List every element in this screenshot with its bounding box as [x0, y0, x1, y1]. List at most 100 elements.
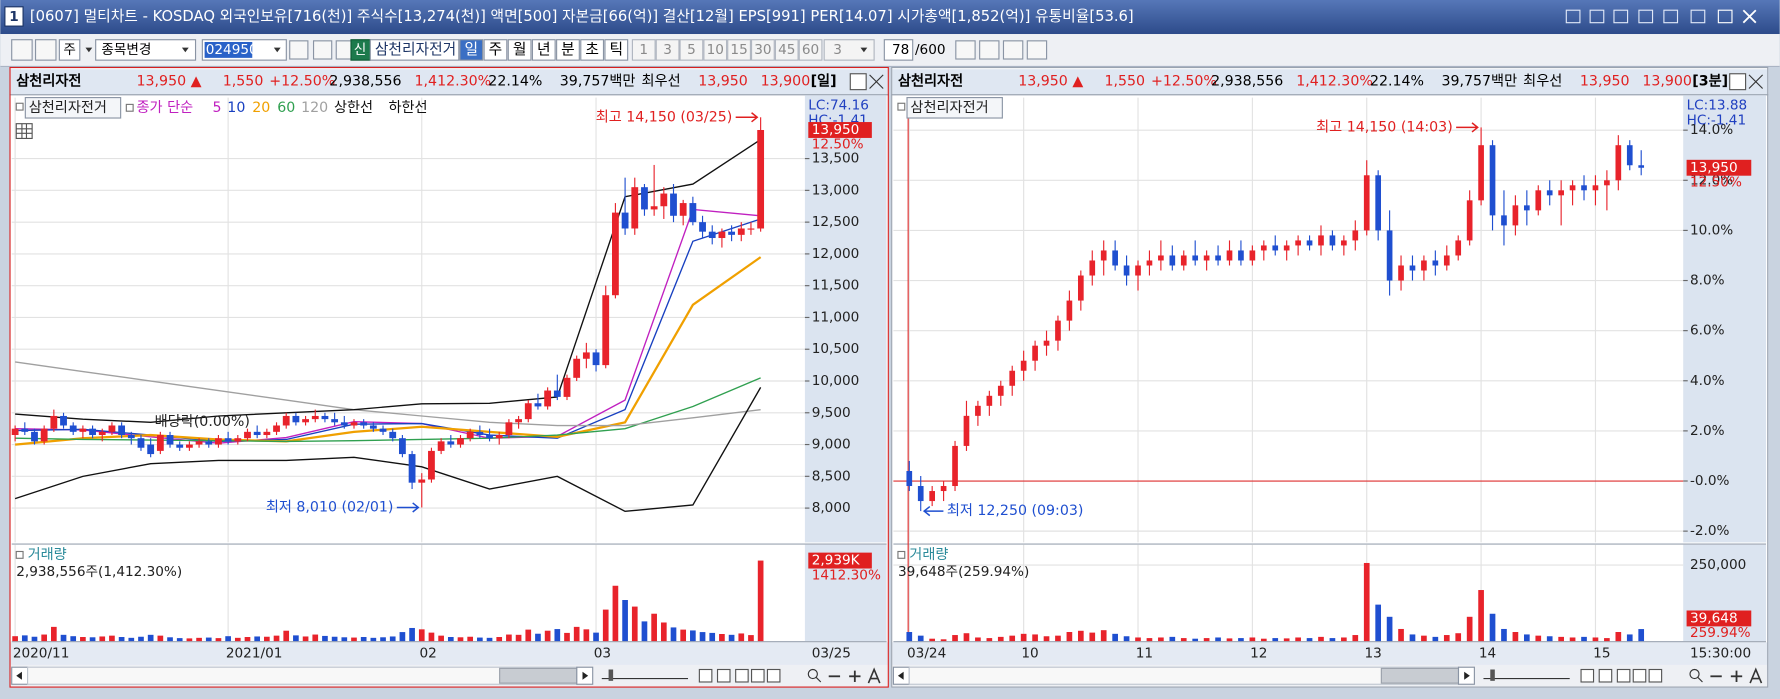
tool-icon[interactable]	[1598, 668, 1613, 683]
candle-body	[273, 425, 280, 432]
y-tick-label: 13,000	[812, 182, 860, 198]
interval-button[interactable]	[679, 39, 704, 61]
volume-bar	[496, 637, 503, 642]
period-button[interactable]	[483, 39, 508, 61]
tool-icon[interactable]	[1580, 668, 1595, 683]
tool-button[interactable]	[289, 40, 309, 60]
volume-bar	[554, 629, 561, 642]
close-button[interactable]	[1748, 74, 1764, 89]
candle-body	[215, 438, 222, 445]
period-button[interactable]	[580, 39, 605, 61]
maximize-button[interactable]	[1717, 9, 1733, 24]
scroll-left-arrow	[897, 671, 904, 680]
interval-button[interactable]	[774, 39, 799, 61]
interval-button[interactable]	[655, 39, 680, 61]
dropdown-arrow[interactable]	[860, 47, 868, 53]
title-button[interactable]	[1690, 9, 1706, 24]
high-arrow	[1456, 122, 1479, 133]
volume-box-text: 39,648	[1690, 610, 1738, 626]
y-tick-label: 2.0%	[1690, 423, 1725, 439]
period-button[interactable]	[531, 39, 556, 61]
scroll-thumb[interactable]	[1380, 667, 1460, 684]
period-button[interactable]	[507, 39, 532, 61]
dropdown-arrow[interactable]	[85, 47, 93, 53]
tool-icon[interactable]	[750, 668, 765, 683]
legend-icon	[15, 102, 24, 111]
candle-body	[118, 425, 126, 436]
candle-body	[31, 431, 38, 442]
candle-body	[737, 228, 745, 235]
interval-button[interactable]	[703, 39, 728, 61]
count-input[interactable]	[883, 39, 914, 61]
zoom-handle[interactable]	[1490, 669, 1495, 681]
volume-bar	[631, 606, 638, 642]
tool-button[interactable]	[34, 39, 57, 61]
dropdown-arrow[interactable]	[273, 47, 281, 53]
font-icon[interactable]	[867, 667, 881, 684]
tool-icon[interactable]	[1632, 668, 1647, 683]
tool-button[interactable]	[11, 39, 33, 61]
info-change: 1,550	[1104, 74, 1145, 90]
tool-icon[interactable]	[716, 668, 731, 683]
volume-bar	[1455, 633, 1462, 642]
tool-button[interactable]	[1026, 40, 1048, 60]
tool-button[interactable]	[312, 40, 333, 60]
x-tick-label: 15	[1593, 646, 1610, 662]
volume-bar	[1363, 562, 1370, 642]
interval-value: 3	[833, 42, 842, 58]
count-total: /600	[915, 42, 946, 58]
dropdown-arrow[interactable]	[181, 47, 189, 53]
maximize-button[interactable]	[849, 73, 867, 91]
grid-icon[interactable]	[15, 123, 33, 140]
legend-item: 상한선	[334, 100, 373, 116]
interval-button[interactable]	[727, 39, 751, 61]
period-toggle[interactable]	[58, 39, 81, 61]
close-button[interactable]	[1742, 9, 1757, 24]
legend-stock-box[interactable]	[906, 97, 1003, 119]
volume-bar	[1398, 628, 1404, 642]
tool-icon[interactable]	[1616, 668, 1631, 683]
volume-bar	[273, 635, 280, 642]
candle-body	[360, 422, 368, 426]
search-icon[interactable]	[807, 668, 818, 680]
volume-bar	[409, 627, 415, 642]
tool-icon[interactable]	[1648, 668, 1663, 683]
zoom-handle[interactable]	[608, 669, 614, 681]
title-button[interactable]	[1663, 9, 1679, 24]
title-button[interactable]	[1638, 9, 1654, 24]
candle-body	[147, 444, 155, 455]
close-button[interactable]	[869, 74, 884, 89]
y-tick-label: 12,500	[812, 214, 860, 230]
volume-bar	[1249, 637, 1256, 642]
tool-icon[interactable]	[735, 668, 749, 683]
high-label: 최고 14,150 (14:03)	[1316, 119, 1453, 135]
candle-body	[1112, 250, 1118, 266]
stock-name-box[interactable]	[369, 39, 460, 61]
interval-dropdown[interactable]	[823, 39, 875, 61]
candle-body	[1260, 245, 1267, 251]
candle-body	[457, 438, 464, 445]
title-button[interactable]	[1613, 9, 1629, 24]
title-button[interactable]	[1565, 9, 1581, 24]
period-button[interactable]	[556, 39, 580, 61]
period-button[interactable]	[459, 39, 484, 61]
stock-change[interactable]	[95, 39, 197, 61]
candle-body	[986, 395, 993, 406]
search-icon[interactable]	[1689, 668, 1700, 680]
interval-button[interactable]	[798, 39, 823, 61]
period-button[interactable]	[604, 39, 629, 61]
candle-body	[1055, 320, 1061, 341]
interval-button[interactable]	[750, 39, 775, 61]
interval-button[interactable]	[631, 39, 656, 61]
x-tick-label: 2021/01	[226, 646, 283, 662]
scroll-thumb[interactable]	[499, 667, 578, 684]
tool-button[interactable]	[955, 40, 976, 60]
tool-button[interactable]	[979, 40, 1000, 60]
title-button[interactable]	[1589, 9, 1605, 24]
tool-icon[interactable]	[766, 668, 781, 683]
maximize-button[interactable]	[1729, 73, 1747, 91]
tool-icon[interactable]	[698, 668, 713, 683]
tool-button[interactable]	[1002, 40, 1024, 60]
font-icon[interactable]	[1749, 667, 1763, 684]
legend-stock-box[interactable]	[24, 97, 122, 119]
